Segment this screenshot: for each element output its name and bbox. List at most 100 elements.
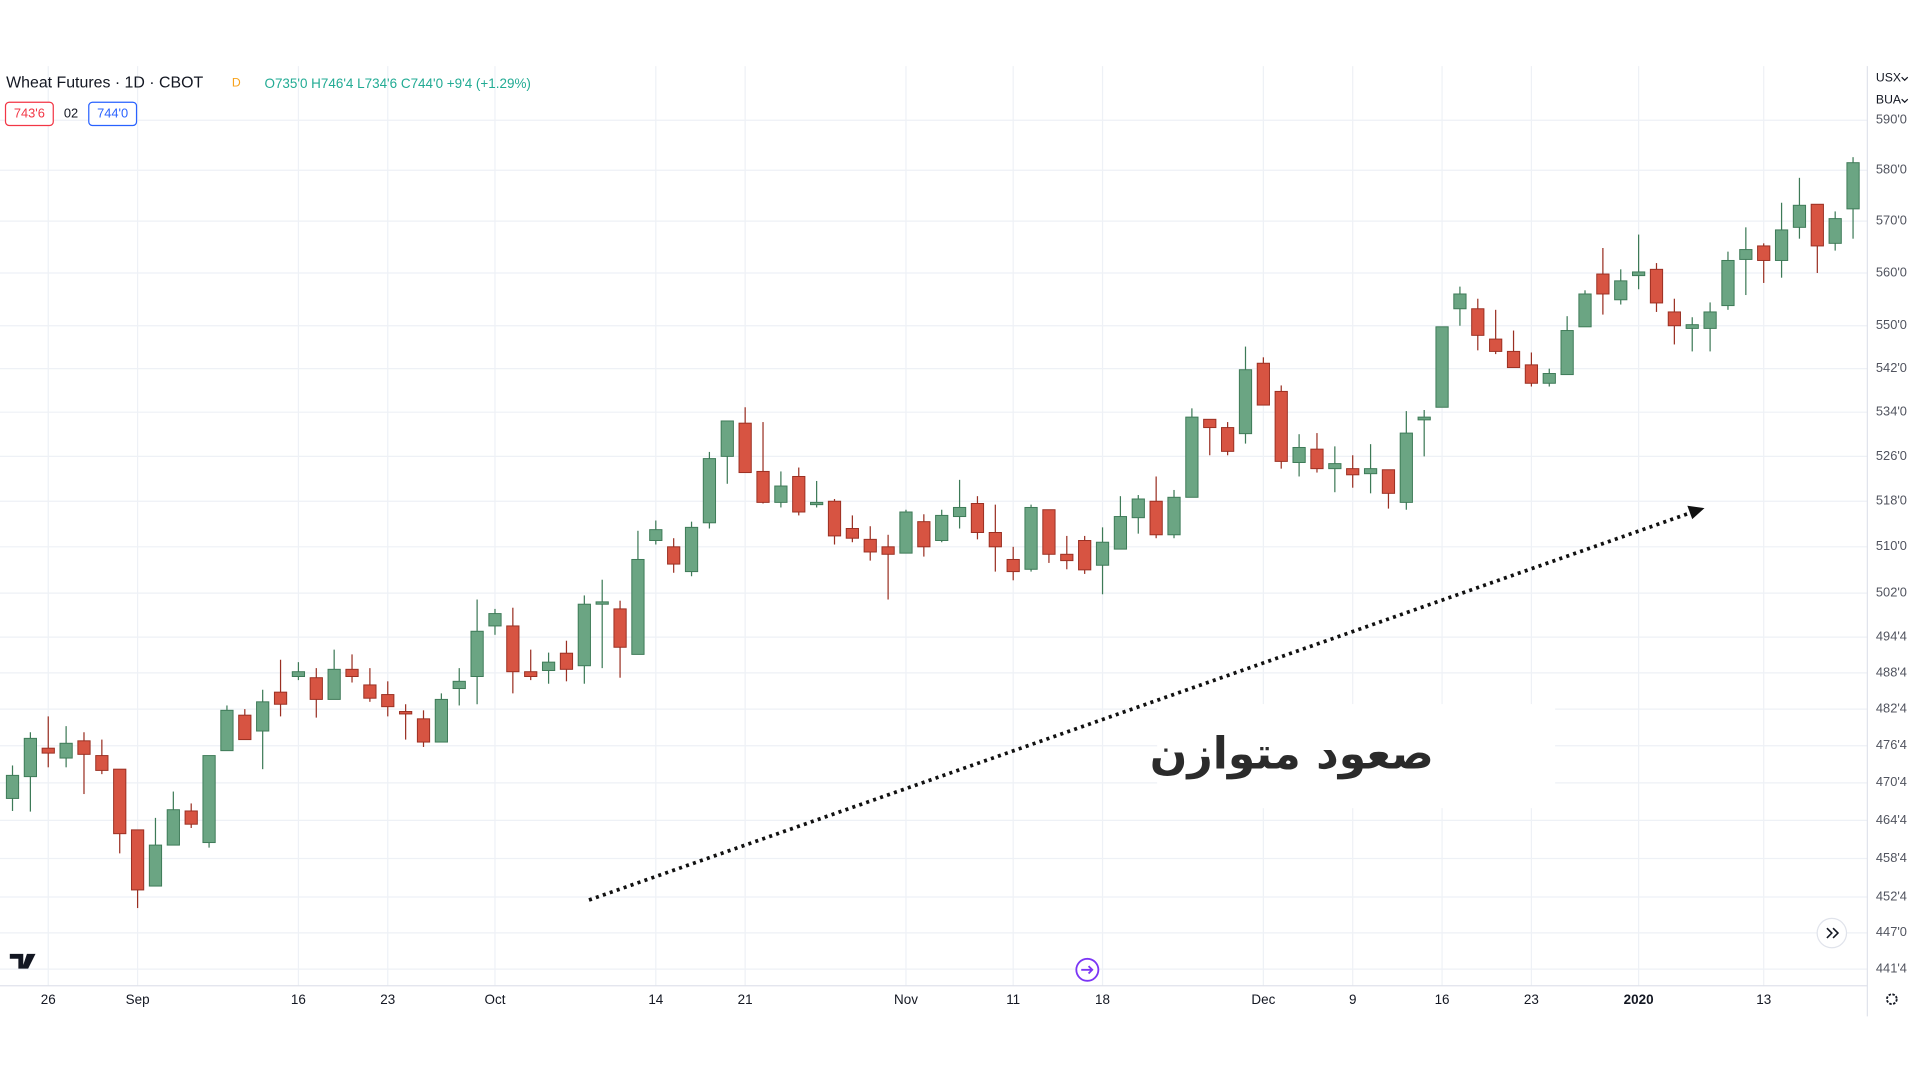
candle-body	[1060, 553, 1074, 562]
symbol-title: Wheat Futures · 1D · CBOT	[6, 74, 203, 91]
candle-body	[1578, 293, 1592, 328]
candle-body	[1346, 468, 1360, 476]
y-tick-label: 470'4	[1876, 774, 1907, 789]
y-tick-label: 464'4	[1876, 812, 1907, 827]
candle-body	[881, 546, 895, 555]
annotation: صعود متوازن	[1150, 729, 1434, 780]
x-tick-label: Oct	[485, 992, 506, 1007]
arrow-head	[1687, 505, 1705, 520]
candle-body	[1078, 540, 1092, 571]
candle-body	[917, 521, 931, 548]
y-tick-label: 518'0	[1876, 493, 1907, 508]
candle-body	[524, 671, 538, 678]
x-tick-label: Sep	[126, 992, 150, 1007]
candle-body	[684, 526, 699, 573]
unit-caret	[1901, 98, 1909, 104]
candle-body	[1042, 509, 1056, 555]
candle-body	[1667, 311, 1681, 327]
candle-body	[470, 630, 484, 678]
y-tick-label: 482'4	[1876, 700, 1907, 715]
y-tick-label: 542'0	[1876, 360, 1907, 375]
unit[interactable]: BUA	[1876, 93, 1902, 107]
candles	[5, 157, 1860, 909]
x-tick-label: 21	[738, 992, 753, 1007]
candle-body	[1739, 249, 1753, 260]
x-tick-label: Nov	[894, 992, 918, 1007]
candle-body	[631, 558, 645, 655]
candle-body	[1363, 468, 1378, 475]
ask-box[interactable]	[88, 101, 138, 127]
candle-body	[166, 809, 180, 846]
candle-body	[845, 528, 859, 539]
candle-body	[1810, 203, 1824, 247]
candle-body	[77, 740, 91, 755]
candle-body	[416, 718, 431, 743]
candle-body	[810, 501, 824, 506]
y-tick-label: 447'0	[1876, 924, 1907, 939]
annotation-background	[1157, 704, 1556, 809]
candle-body	[488, 613, 502, 627]
candle-body	[1721, 259, 1735, 307]
goto-icon	[1081, 965, 1094, 975]
candle-body	[506, 625, 520, 673]
y-tick-label: 476'4	[1876, 737, 1907, 752]
unit-panel	[1869, 68, 1920, 113]
bid-box[interactable]	[4, 101, 54, 127]
candle-body	[541, 661, 556, 672]
x-tick-label: Dec	[1251, 992, 1275, 1007]
candle-body	[1095, 541, 1110, 566]
candle-body	[1381, 469, 1396, 494]
candle-body	[1471, 308, 1485, 336]
candle-body	[577, 603, 591, 667]
candle-body	[1417, 416, 1431, 421]
candle-body	[1292, 446, 1306, 463]
candle-body	[738, 422, 752, 474]
candle-body	[238, 714, 252, 741]
candle-body	[1542, 373, 1556, 384]
y-tick-label: 534'0	[1876, 404, 1907, 419]
x-tick-label: 14	[648, 992, 663, 1007]
x-tick-label: 26	[41, 992, 56, 1007]
candle-body	[202, 755, 216, 844]
y-tick-label: 580'0	[1876, 162, 1907, 177]
candle-body	[1632, 271, 1646, 277]
candle-body	[41, 747, 55, 754]
spread: 02	[64, 105, 78, 120]
candle-body	[1399, 432, 1413, 503]
candle-body	[95, 755, 109, 771]
currency[interactable]: USX	[1876, 71, 1901, 85]
candle-body	[1774, 229, 1789, 261]
candle-body	[1453, 293, 1467, 310]
candle-body	[952, 506, 967, 518]
candle-body	[667, 546, 681, 565]
candle-body	[595, 601, 609, 605]
candle-body	[827, 500, 842, 537]
y-tick-label: 494'4	[1876, 629, 1907, 644]
candle-body	[970, 503, 985, 533]
candle-body	[1131, 498, 1145, 519]
candle-body	[1006, 558, 1020, 573]
candle-body	[1792, 204, 1807, 228]
scroll-icon	[1826, 927, 1840, 939]
settings-button[interactable]	[1886, 993, 1898, 1006]
candle-body	[1310, 448, 1324, 470]
candle-body	[1596, 273, 1610, 295]
candle-body	[5, 774, 20, 799]
candle-body	[1238, 369, 1253, 435]
candle-body	[59, 742, 73, 759]
candle-body	[148, 844, 163, 887]
candle-body	[113, 768, 127, 835]
candle-body	[381, 694, 395, 708]
candle-body	[1757, 245, 1771, 261]
candle-body	[1846, 162, 1860, 210]
candle-body	[1560, 330, 1574, 376]
candle-body	[1167, 496, 1181, 536]
x-tick-label: 23	[1524, 992, 1539, 1007]
candle-body	[613, 608, 627, 648]
candle-body	[720, 420, 734, 457]
candle-body	[1489, 338, 1503, 352]
candle-body	[256, 701, 270, 732]
logo	[9, 953, 36, 969]
candle-body	[1828, 218, 1842, 244]
